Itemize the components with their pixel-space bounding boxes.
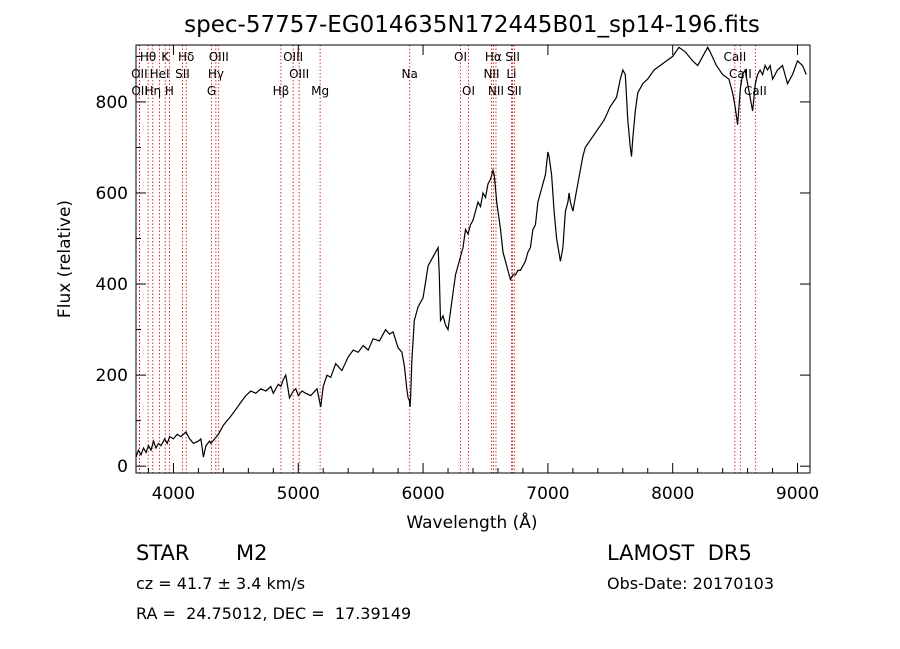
x-tick-label: 5000 (277, 484, 320, 504)
line-marker-label: G (207, 84, 216, 98)
x-tick-label: 6000 (401, 484, 444, 504)
y-tick-label: 800 (96, 93, 128, 113)
line-marker-label: OI (462, 84, 475, 98)
x-axis-label: Wavelength (Å) (406, 511, 537, 533)
y-tick-label: 200 (96, 366, 128, 386)
line-marker-label: Na (402, 67, 418, 81)
line-marker-label: Li (506, 67, 516, 81)
line-marker-label: OII (131, 67, 148, 81)
line-marker-label: K (161, 50, 170, 64)
plot-frame (135, 44, 811, 474)
line-marker-label: Mg (311, 84, 329, 98)
line-marker-label: Hγ (208, 67, 224, 81)
line-marker-label: Hδ (178, 50, 194, 64)
survey-name: LAMOST DR5 (607, 541, 752, 565)
x-tick-label: 8000 (651, 484, 694, 504)
line-marker-label: OIII (289, 67, 309, 81)
line-marker-label: OIII (209, 50, 229, 64)
line-marker-label: Hη (145, 84, 162, 98)
x-tick-label: 7000 (526, 484, 569, 504)
x-axis-ticks: 4000 5000 6000 7000 8000 9000 (147, 45, 819, 504)
x-tick-label: 4000 (152, 484, 195, 504)
line-marker-label: OI (454, 50, 467, 64)
y-tick-label: 0 (117, 457, 128, 477)
spectrum-line (135, 46, 807, 458)
y-tick-label: 400 (96, 275, 128, 295)
y-tick-label: 600 (96, 184, 128, 204)
line-marker-label: Hα (485, 50, 502, 64)
line-marker-label: SII (505, 50, 520, 64)
x-tick-label: 9000 (776, 484, 819, 504)
obs-date: Obs-Date: 20170103 (607, 574, 775, 593)
line-marker-label: CaII (729, 67, 752, 81)
line-marker-label: OIII (283, 50, 303, 64)
redshift-text: cz = 41.7 ± 3.4 km/s (136, 574, 306, 593)
y-axis-label: Flux (relative) (55, 200, 75, 318)
line-marker-label: SII (175, 67, 190, 81)
line-marker-label: H (165, 84, 174, 98)
line-marker-label: SII (507, 84, 522, 98)
chart-title: spec-57757-EG014635N172445B01_sp14-196.f… (184, 12, 760, 38)
line-marker-label: NII (483, 67, 499, 81)
object-subclass: M2 (236, 541, 268, 565)
object-class: STAR (136, 541, 190, 565)
emission-line-markers (138, 45, 756, 473)
coordinates: RA = 24.75012, DEC = 17.39149 (136, 604, 412, 623)
line-marker-label: Hθ (140, 50, 156, 64)
line-marker-label: NII (488, 84, 504, 98)
y-axis-ticks: 0 200 400 600 800 (96, 55, 810, 477)
line-marker-label: CaII (723, 50, 746, 64)
line-marker-label: OII (131, 84, 148, 98)
line-marker-label: HeI (150, 67, 170, 81)
line-marker-label: Hβ (273, 84, 290, 98)
